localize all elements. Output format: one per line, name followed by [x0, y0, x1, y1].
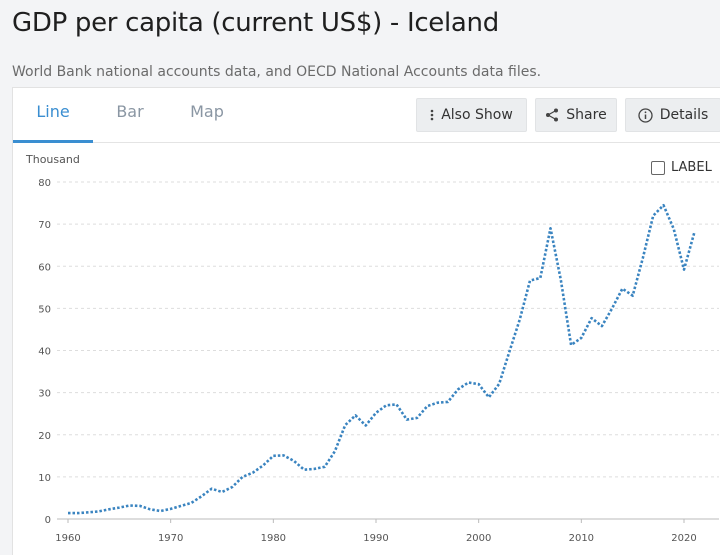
x-tick-label: 2010 [569, 533, 594, 544]
info-icon [638, 107, 653, 123]
label-checkbox[interactable] [651, 160, 665, 175]
x-tick-label: 2020 [671, 533, 696, 544]
y-tick-label: 50 [38, 304, 51, 315]
y-axis-unit-label: Thousand [26, 153, 80, 166]
x-tick-label: 1980 [261, 533, 286, 544]
y-tick-label: 60 [38, 262, 51, 273]
y-tick-label: 40 [38, 347, 51, 358]
chart-panel: Line Bar Map Also Show Share Details Tho… [12, 87, 720, 555]
line-chart: 0 10 20 30 40 50 60 70 80 1960 1970 1980 1990 2000 201… [38, 178, 719, 544]
details-label: Details [659, 107, 709, 123]
x-tick-label: 1990 [363, 533, 388, 544]
tab-line[interactable]: Line [13, 88, 93, 143]
page-subtitle: World Bank national accounts data, and O… [12, 64, 542, 80]
share-label: Share [566, 107, 607, 123]
x-tick-label: 2000 [466, 533, 491, 544]
also-show-label: Also Show [441, 107, 513, 123]
y-tick-label: 30 [38, 389, 51, 400]
label-toggle[interactable]: LABEL [651, 160, 712, 175]
y-tick-label: 10 [38, 473, 51, 484]
label-toggle-text: LABEL [671, 160, 712, 175]
x-tick-label: 1970 [158, 533, 183, 544]
tab-bar[interactable]: Bar [116, 102, 144, 121]
view-tabs: Line Bar Map Also Show Share Details [13, 88, 720, 143]
details-button[interactable]: Details [625, 98, 720, 132]
share-button[interactable]: Share [535, 98, 617, 132]
x-tick-label: 1960 [55, 533, 80, 544]
y-tick-label: 70 [38, 220, 51, 231]
series-line[interactable] [68, 203, 696, 515]
also-show-button[interactable]: Also Show [416, 98, 527, 132]
share-icon [545, 108, 559, 122]
vertical-ellipsis-icon [430, 109, 434, 121]
y-tick-label: 80 [38, 178, 51, 189]
tab-map[interactable]: Map [190, 102, 224, 121]
y-tick-label: 20 [38, 431, 51, 442]
y-tick-label: 0 [45, 515, 51, 526]
page-title: GDP per capita (current US$) - Iceland [12, 8, 499, 38]
